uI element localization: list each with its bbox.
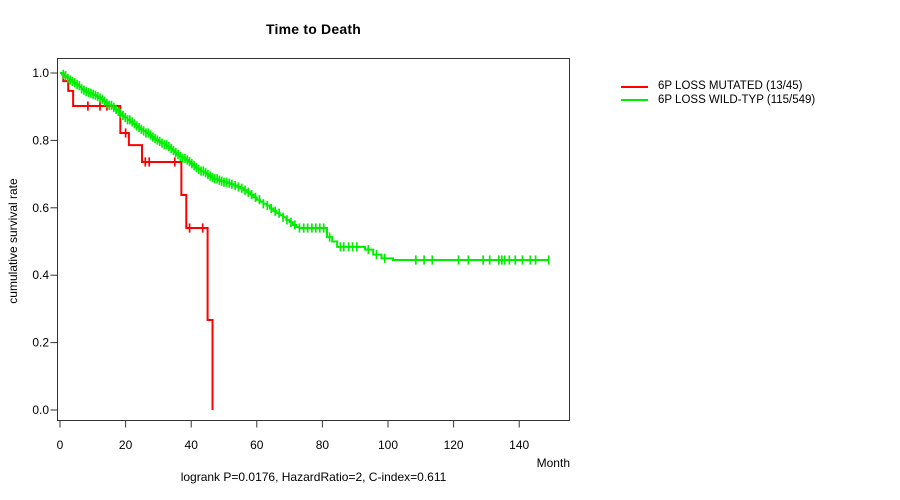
y-axis-tick-label: 0.0: [32, 403, 49, 417]
x-axis-tick-label: 120: [444, 438, 464, 452]
x-axis-tick-label: 0: [57, 438, 64, 452]
x-axis-tick-label: 60: [250, 438, 264, 452]
legend-item-wildtype: 6P LOSS WILD-TYP (115/549): [621, 94, 815, 108]
x-axis-tick-label: 100: [378, 438, 398, 452]
x-axis-label: Month: [536, 456, 570, 470]
y-axis-tick-label: 1.0: [32, 66, 49, 80]
chart-title: Time to Death: [266, 21, 361, 37]
y-axis-label: cumulative survival rate: [6, 178, 20, 304]
legend-line-green-icon: [621, 99, 648, 102]
survival-curve-mutated: [60, 72, 214, 410]
y-axis-tick-label: 0.8: [32, 133, 49, 147]
x-axis-tick-label: 40: [185, 438, 199, 452]
legend-label-wildtype: 6P LOSS WILD-TYP (115/549): [658, 93, 816, 106]
legend-label-mutated: 6P LOSS MUTATED (13/45): [658, 80, 803, 92]
x-axis-tick-label: 140: [509, 438, 529, 452]
x-axis-tick-label: 80: [316, 438, 330, 452]
x-axis-tick-label: 20: [119, 438, 133, 452]
y-axis-tick-label: 0.4: [32, 268, 49, 282]
y-axis-tick-label: 0.2: [32, 336, 49, 350]
plot-box: [57, 58, 570, 421]
statistics-caption: logrank P=0.0176, HazardRatio=2, C-index…: [180, 470, 447, 484]
legend: 6P LOSS MUTATED (13/45) 6P LOSS WILD-TYP…: [621, 80, 815, 107]
legend-line-red-icon: [621, 85, 648, 88]
y-axis-tick-label: 0.6: [32, 201, 49, 215]
legend-item-mutated: 6P LOSS MUTATED (13/45): [621, 80, 815, 94]
